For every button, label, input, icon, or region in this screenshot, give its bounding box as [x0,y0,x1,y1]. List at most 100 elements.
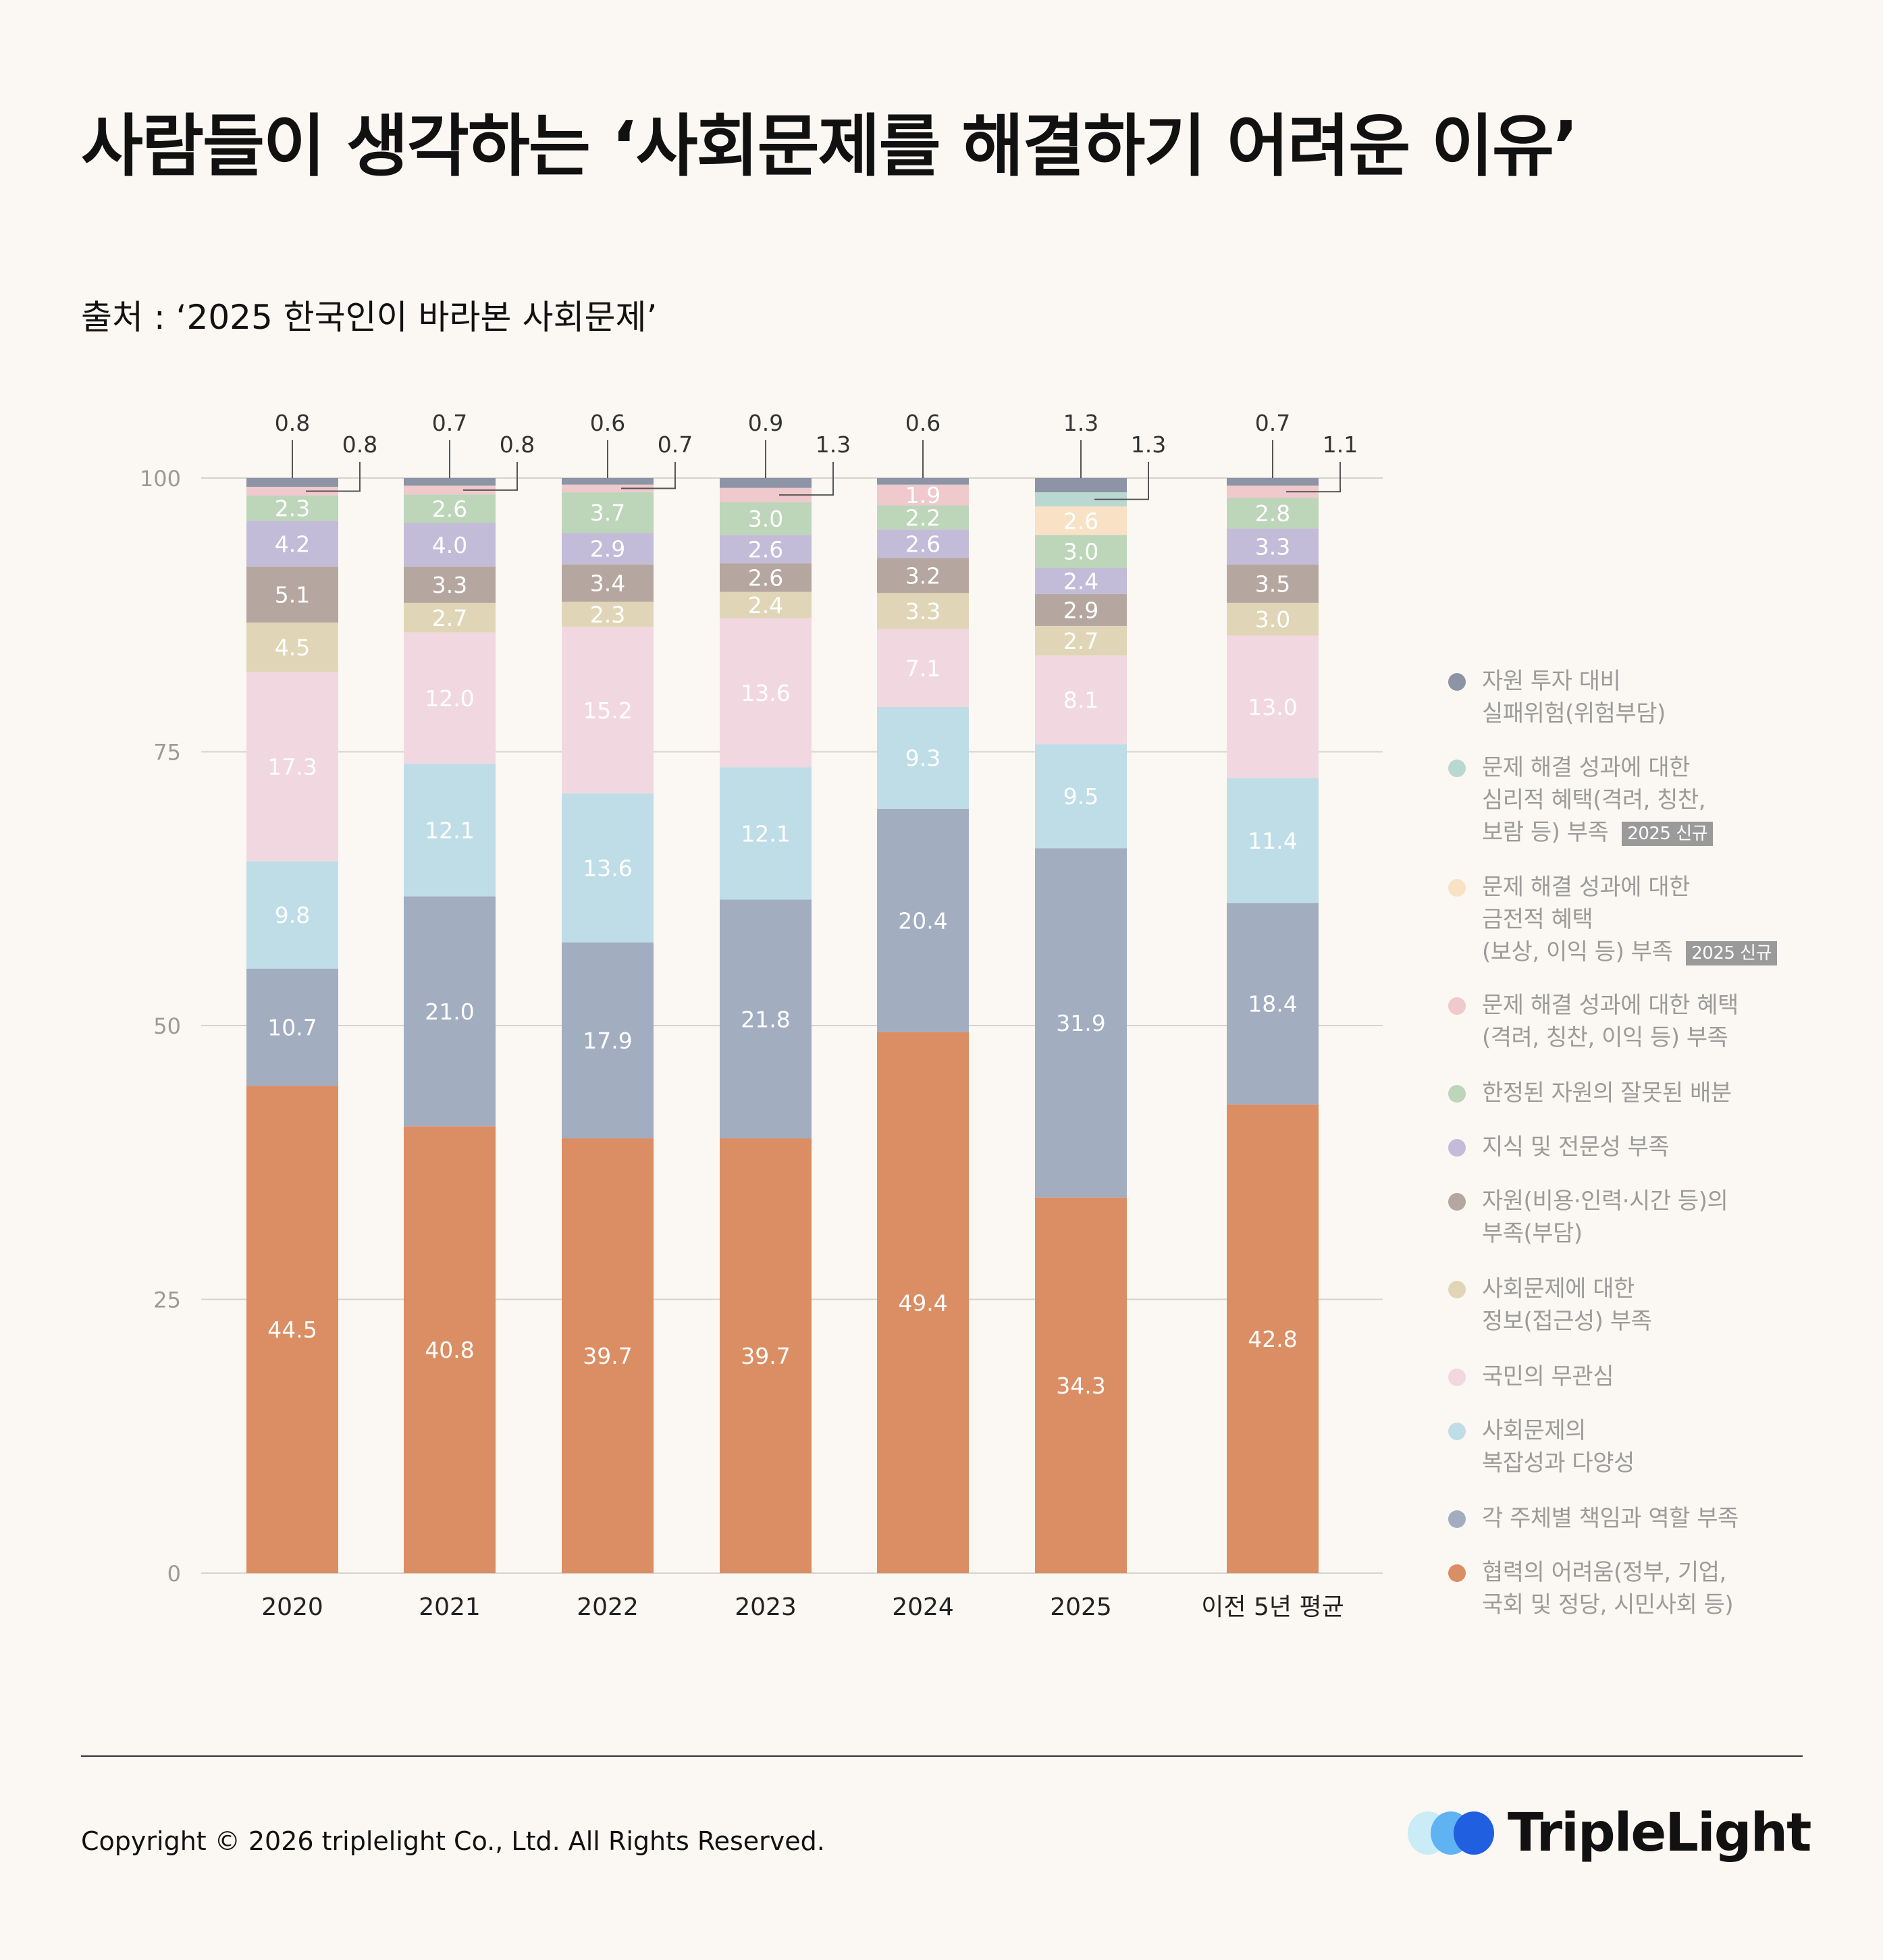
bar-segment [562,564,654,602]
data-label: 21.8 [741,1006,790,1032]
legend-label: 지식 및 전문성 부족 [1482,1134,1670,1161]
legend-item: 문제 해결 성과에 대한 금전적 혜택 (보상, 이익 등) 부족 2025 신규 [1448,871,1778,968]
bar-segment [1227,528,1319,565]
bar-segment [1227,602,1319,636]
callout-label: 1.3 [1063,410,1098,436]
legend-label: 사회문제의 복잡성과 다양성 [1482,1417,1635,1477]
data-label: 3.3 [432,572,467,598]
bar-segment [1227,564,1319,603]
bar-segment [404,523,496,567]
data-label: 9.8 [275,902,310,928]
bar-segment [720,591,812,618]
legend-item: 한정된 자원의 잘못된 배분 [1448,1077,1732,1109]
legend-item: 협력의 어려움(정부, 기업, 국회 및 정당, 시민사회 등) [1448,1556,1734,1621]
bar-segment [877,505,969,530]
data-label: 3.5 [1255,571,1290,598]
bar-segment [1035,655,1127,745]
bar-segment [1227,1104,1319,1573]
logo-mark-icon [1408,1806,1495,1860]
bar-segment [562,1138,654,1573]
bar-segment [562,484,654,493]
callout-label: 1.3 [1131,431,1166,458]
callout-label: 1.3 [816,431,851,458]
data-label: 2.3 [590,602,625,628]
data-label: 2.6 [748,565,783,591]
data-label: 7.1 [905,655,940,681]
bar-segment [877,706,969,809]
data-label: 11.4 [1248,828,1297,854]
legend-label: 자원 투자 대비 실패위험(위험부담) [1482,668,1666,727]
data-label: 13.6 [741,680,790,706]
bar-segment [404,632,496,764]
bar-segment [562,478,654,485]
bar-segment [1035,848,1127,1198]
bar-segment [246,495,338,521]
legend-label: 협력의 어려움(정부, 기업, 국회 및 정당, 시민사회 등) [1482,1559,1734,1618]
bar-segment [562,533,654,565]
legend-item: 사회문제의 복잡성과 다양성 [1448,1414,1635,1479]
logo-text: TripleLight [1508,1803,1811,1863]
data-label: 44.5 [267,1317,317,1343]
data-label: 12.0 [425,685,474,712]
bar-segment [1035,535,1127,568]
data-label: 39.7 [741,1343,790,1369]
legend-swatch-icon [1448,1193,1466,1211]
legend-item: 각 주체별 책임과 역할 부족 [1448,1502,1739,1535]
bar-segment [246,1086,338,1573]
bar-segment [246,521,338,567]
data-label: 12.1 [741,820,790,847]
legend-swatch-icon [1448,1369,1466,1386]
legend-item: 문제 해결 성과에 대한 심리적 혜택(격려, 칭찬, 보람 등) 부족 2025… [1448,751,1714,849]
bar-segment [246,486,338,496]
legend-item: 자원 투자 대비 실패위험(위험부담) [1448,665,1666,730]
data-label: 2.4 [1063,568,1098,594]
data-label: 20.4 [898,907,947,934]
data-label: 3.0 [748,506,783,532]
data-label: 13.6 [583,855,632,881]
x-tick-label: 이전 5년 평균 [1201,1593,1344,1621]
data-label: 40.8 [425,1337,474,1363]
bar-segment [404,478,496,486]
y-tick-label: 0 [167,1561,181,1587]
data-label: 2.9 [1063,597,1098,623]
new-badge: 2025 신규 [1686,941,1778,965]
bar-segment [404,896,496,1127]
legend-swatch-icon [1448,1510,1466,1528]
bar-segment [877,629,969,707]
callout-label: 0.7 [432,410,467,436]
data-label: 4.2 [275,531,310,557]
stacked-bar-chart: 0 25 50 75 100 44.5 10.7 9.8 17.3 4.5 5.1 4.2 2.3 0.8… [140,410,1383,1621]
bar-segment [877,478,969,485]
legend-swatch-icon [1448,997,1466,1015]
bar-segment [1035,506,1127,535]
data-label: 2.7 [432,605,467,631]
legend-label: 국민의 무관심 [1482,1363,1614,1390]
legend-label: 사회문제에 대한 정보(접근성) 부족 [1482,1275,1652,1335]
bar-segment [877,484,969,506]
legend-label: 문제 해결 성과에 대한 혜택 (격려, 칭찬, 이익 등) 부족 [1482,992,1739,1051]
data-label: 5.1 [275,582,310,608]
y-tick-label: 100 [140,466,181,492]
bar-segment [877,558,969,593]
new-badge: 2025 신규 [1622,821,1714,846]
legend-label: 문제 해결 성과에 대한 심리적 혜택(격려, 칭찬, 보람 등) 부족 2025… [1482,751,1714,849]
data-label: 3.0 [1255,606,1290,633]
bar-segment [246,861,338,969]
data-label: 18.4 [1248,991,1297,1017]
data-label: 31.9 [1056,1010,1105,1036]
data-label: 15.2 [583,697,632,724]
bar-segment [404,566,496,603]
bar-segment [877,808,969,1032]
bar-segment [1035,1197,1127,1573]
bar-segment [720,487,812,502]
callout-line [621,462,676,489]
data-label: 3.7 [590,500,625,526]
legend-swatch-icon [1448,673,1466,691]
bar-segment [562,942,654,1139]
bar-segment [1227,903,1319,1105]
data-label: 3.0 [1063,539,1098,565]
x-tick-label: 2021 [419,1593,481,1621]
y-tick-label: 25 [153,1288,181,1313]
legend-swatch-icon [1448,1139,1466,1157]
bar-segment [562,627,654,794]
